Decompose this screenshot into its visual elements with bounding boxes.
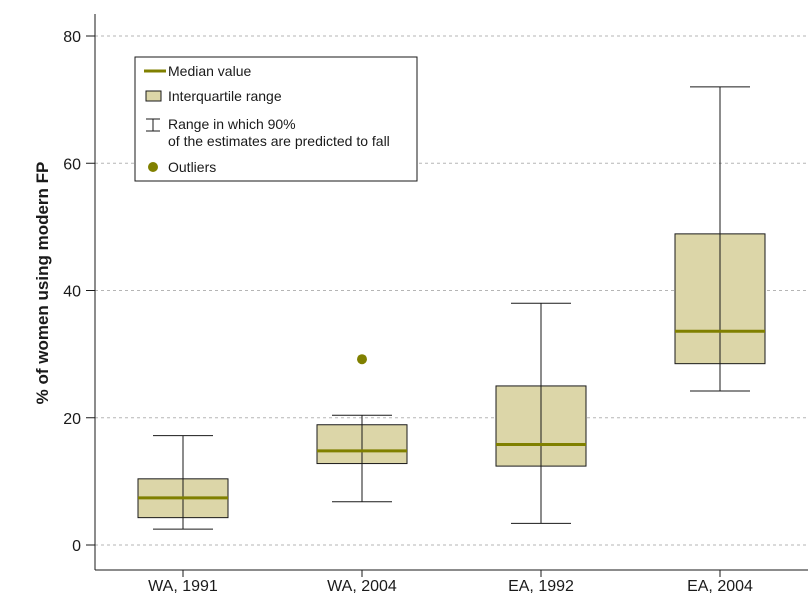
boxes bbox=[137, 86, 766, 530]
legend-iqr-swatch bbox=[145, 90, 162, 102]
box-group bbox=[137, 435, 229, 530]
legend-iqr-label: Interquartile range bbox=[168, 88, 282, 104]
axes bbox=[94, 14, 808, 571]
legend-outlier-label: Outliers bbox=[168, 159, 216, 175]
legend: Median value Interquartile range Range i… bbox=[134, 56, 418, 182]
legend-median-label: Median value bbox=[168, 63, 251, 79]
x-tick-label: WA, 2004 bbox=[327, 578, 397, 595]
y-tick-label-60: 60 bbox=[63, 156, 81, 173]
y-axis-title: % of women using modern FP bbox=[33, 162, 52, 405]
legend-range-label-line2: of the estimates are predicted to fall bbox=[168, 133, 390, 149]
legend-range-label-line1: Range in which 90% bbox=[168, 116, 296, 132]
y-tick-label-80: 80 bbox=[63, 29, 81, 46]
x-tick-label: EA, 2004 bbox=[687, 578, 753, 595]
box-group bbox=[316, 354, 408, 503]
y-ticks: 0 20 40 60 80 bbox=[63, 29, 95, 555]
legend-outlier-swatch bbox=[148, 162, 158, 172]
outlier-point bbox=[357, 354, 367, 365]
legend-box bbox=[134, 56, 418, 182]
x-tick-label: EA, 1992 bbox=[508, 578, 574, 595]
x-ticks: WA, 1991 WA, 2004 EA, 1992 EA, 2004 bbox=[148, 570, 753, 595]
box-group bbox=[495, 302, 587, 524]
box-group bbox=[674, 86, 766, 392]
y-tick-label-20: 20 bbox=[63, 411, 81, 428]
y-tick-label-0: 0 bbox=[72, 538, 81, 555]
y-tick-label-40: 40 bbox=[63, 284, 81, 301]
legend-range-swatch bbox=[146, 118, 160, 132]
x-tick-label: WA, 1991 bbox=[148, 578, 218, 595]
